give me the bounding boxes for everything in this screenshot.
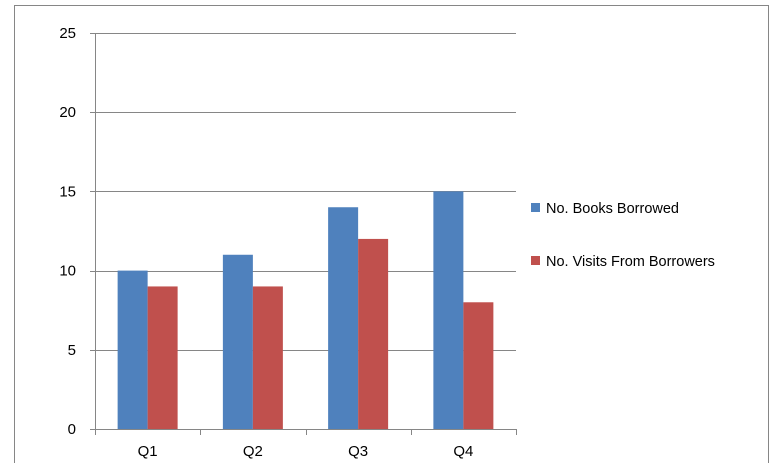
bar-no-visits-from-borrowers-q3 — [358, 238, 389, 429]
legend-swatch-no-visits-from-borrowers — [531, 256, 540, 265]
y-tick-label: 10 — [59, 263, 76, 280]
bar-no-books-borrowed-q2 — [222, 254, 253, 429]
x-tick-label-q1: Q1 — [138, 443, 158, 460]
x-tick-label-q4: Q4 — [453, 443, 473, 460]
bar-no-visits-from-borrowers-q2 — [252, 286, 283, 429]
legend-label-no-books-borrowed: No. Books Borrowed — [546, 201, 679, 217]
y-tick-label: 25 — [59, 25, 76, 42]
legend-label-no-visits-from-borrowers: No. Visits From Borrowers — [546, 254, 715, 270]
y-tick-label: 20 — [59, 104, 76, 121]
y-tick-labels: 0 5 10 15 20 25 — [59, 25, 76, 438]
legend: No. Books Borrowed No. Visits From Borrow… — [531, 201, 715, 270]
y-tick-label: 15 — [59, 183, 76, 200]
bar-no-visits-from-borrowers-q4 — [463, 302, 494, 429]
bars — [117, 191, 494, 429]
x-tick-labels: Q1 Q2 Q3 Q4 — [138, 443, 474, 460]
y-tick-label: 5 — [68, 342, 76, 359]
y-tick-label: 0 — [68, 421, 76, 438]
bar-no-books-borrowed-q4 — [433, 191, 464, 429]
x-tick-label-q3: Q3 — [348, 443, 368, 460]
legend-swatch-no-books-borrowed — [531, 203, 540, 212]
bar-no-visits-from-borrowers-q1 — [147, 286, 178, 429]
bar-no-books-borrowed-q3 — [328, 207, 359, 429]
axes — [90, 33, 517, 435]
x-tick-label-q2: Q2 — [243, 443, 263, 460]
bar-no-books-borrowed-q1 — [117, 270, 148, 429]
